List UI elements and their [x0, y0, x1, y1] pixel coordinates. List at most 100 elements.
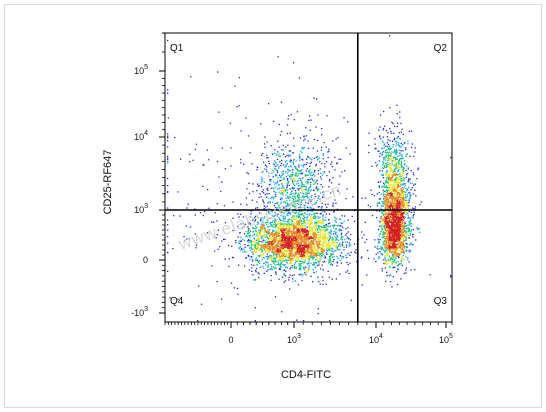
event-dot — [288, 184, 290, 186]
event-dot — [294, 185, 296, 187]
event-dot — [335, 244, 337, 246]
event-dot — [271, 269, 273, 271]
event-dot — [291, 190, 293, 192]
event-dot — [275, 162, 277, 164]
event-dot — [329, 245, 331, 247]
event-dot — [251, 248, 254, 250]
event-dot — [302, 225, 304, 227]
event-dot — [342, 256, 344, 259]
event-dot — [279, 256, 282, 258]
event-dot — [387, 156, 390, 158]
event-dot — [376, 247, 378, 249]
event-dot — [265, 246, 267, 248]
event-dot — [394, 230, 396, 232]
event-dot — [281, 231, 283, 233]
event-dot — [308, 220, 310, 223]
event-dot — [388, 215, 390, 217]
event-dot — [401, 264, 403, 267]
event-dot — [398, 162, 400, 164]
event-dot — [299, 238, 301, 240]
event-dot — [274, 212, 276, 214]
event-dot — [247, 239, 250, 241]
event-dot — [325, 252, 328, 254]
event-dot — [385, 180, 387, 182]
event-dot — [275, 257, 277, 259]
event-dot — [382, 173, 384, 175]
event-dot — [292, 217, 294, 219]
event-dot — [276, 249, 278, 251]
event-dot — [270, 279, 272, 281]
event-dot — [253, 237, 255, 239]
event-dot — [326, 206, 328, 208]
event-dot — [329, 263, 331, 266]
event-dot — [302, 262, 304, 264]
event-dot — [398, 253, 400, 255]
event-dot — [335, 221, 337, 223]
event-dot — [310, 173, 312, 175]
event-dot — [266, 205, 268, 207]
event-dot — [256, 232, 258, 235]
event-dot — [314, 169, 316, 172]
event-dot — [384, 251, 386, 253]
event-dot — [401, 232, 404, 235]
event-dot — [281, 257, 284, 260]
event-dot — [307, 156, 309, 158]
event-dot — [298, 223, 300, 226]
event-dot — [312, 258, 314, 260]
event-dot — [315, 254, 318, 256]
event-dot — [295, 244, 297, 246]
event-dot — [390, 274, 392, 276]
event-dot — [266, 157, 268, 159]
event-dot — [391, 232, 394, 234]
event-dot — [303, 238, 305, 240]
event-dot — [254, 244, 256, 246]
event-dot — [395, 227, 397, 229]
event-dot — [304, 256, 306, 258]
event-dot — [253, 241, 255, 243]
event-dot — [297, 213, 299, 215]
event-dot — [288, 150, 290, 152]
event-dot — [278, 146, 280, 148]
event-dot — [297, 247, 299, 249]
event-dot — [323, 141, 325, 144]
event-dot — [331, 238, 333, 240]
event-dot — [292, 238, 294, 240]
event-dot — [390, 236, 392, 238]
event-dot — [309, 198, 311, 200]
event-dot — [395, 190, 397, 192]
event-dot — [333, 244, 336, 246]
event-dot — [301, 151, 303, 154]
event-dot — [311, 210, 313, 212]
event-dot — [313, 172, 315, 174]
event-dot — [301, 147, 303, 149]
event-dot — [282, 250, 284, 252]
event-dot — [287, 235, 290, 237]
event-dot — [308, 230, 310, 232]
event-dot — [394, 232, 397, 234]
event-dot — [386, 253, 388, 255]
event-dot — [257, 238, 259, 240]
event-dot — [271, 196, 273, 198]
event-dot — [306, 162, 308, 164]
event-dot — [335, 229, 337, 231]
event-dot — [389, 208, 391, 210]
event-dot — [272, 197, 275, 200]
event-dot — [322, 240, 324, 243]
event-dot — [313, 233, 315, 235]
event-dot — [303, 262, 306, 264]
event-dot — [317, 252, 319, 254]
event-dot — [391, 258, 393, 260]
event-dot — [298, 194, 300, 196]
event-dot — [287, 144, 289, 146]
event-dot — [307, 230, 310, 232]
event-dot — [267, 202, 269, 204]
event-dot — [406, 165, 408, 167]
event-dot — [409, 178, 411, 180]
event-dot — [288, 257, 291, 259]
event-dot — [287, 202, 289, 205]
event-dot — [395, 244, 398, 246]
event-dot — [312, 251, 314, 253]
event-dot — [386, 274, 388, 277]
event-dot — [293, 232, 295, 234]
event-dot — [317, 221, 320, 223]
